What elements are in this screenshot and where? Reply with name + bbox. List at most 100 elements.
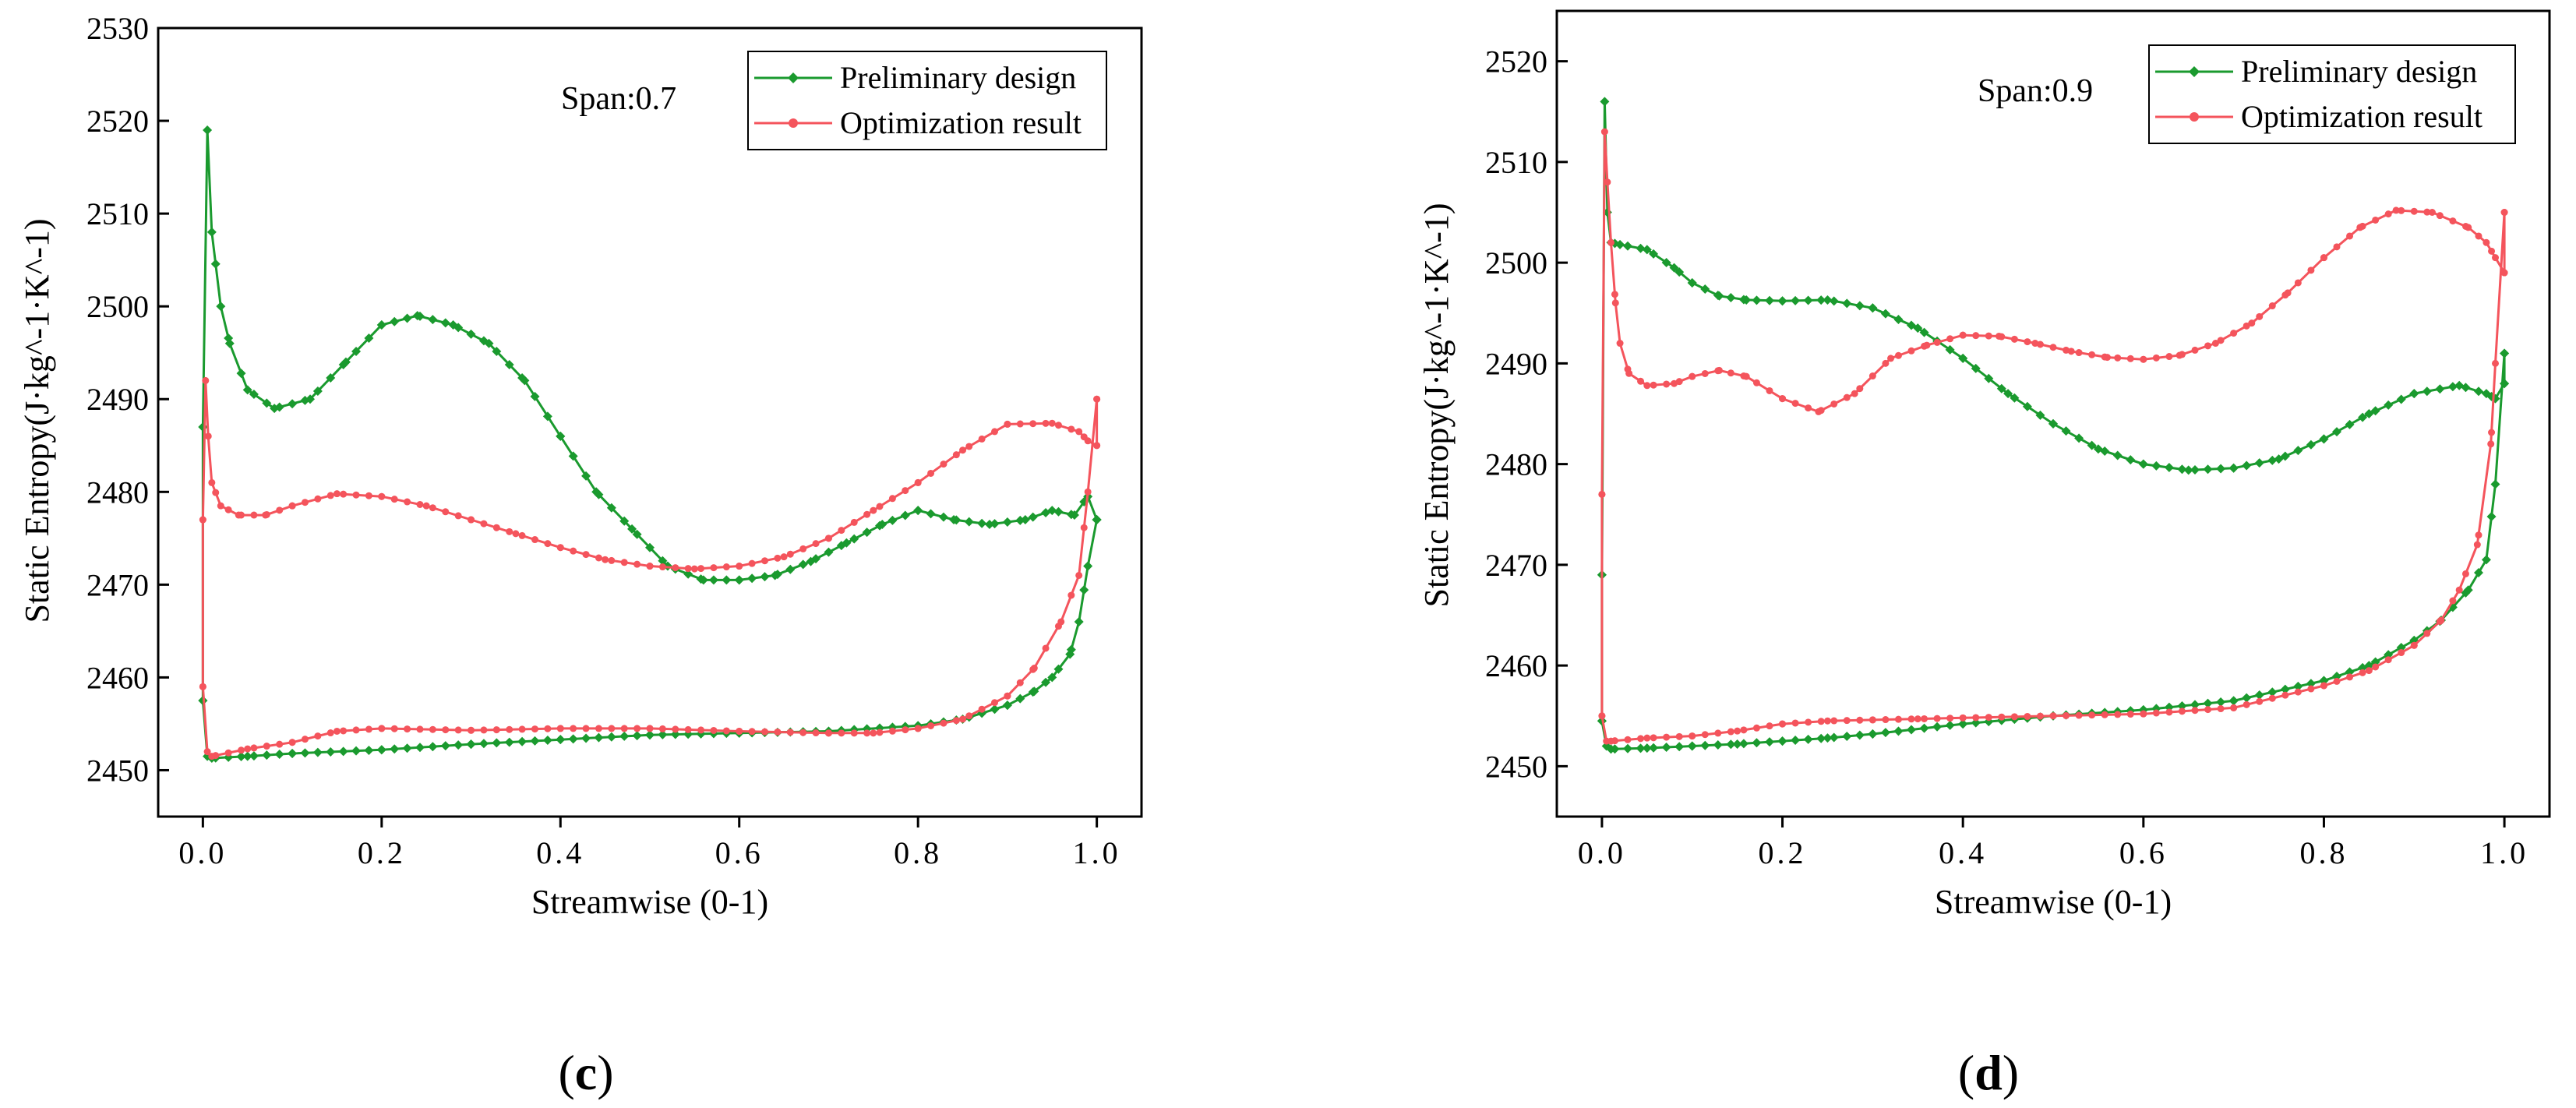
data-point xyxy=(1047,506,1057,516)
x-tick-label: 0.6 xyxy=(715,835,764,870)
data-point xyxy=(365,725,372,733)
data-point xyxy=(748,559,756,567)
legend-label: Optimization result xyxy=(840,105,1082,140)
data-point xyxy=(1913,323,1923,333)
data-point xyxy=(300,395,310,405)
data-point xyxy=(658,556,668,566)
data-point xyxy=(1669,263,1679,273)
data-point xyxy=(262,398,272,408)
data-point xyxy=(530,736,540,746)
data-point xyxy=(1791,719,1799,727)
data-point xyxy=(2228,463,2239,473)
data-point xyxy=(2359,669,2366,676)
data-point xyxy=(263,743,270,750)
data-point xyxy=(1923,341,1931,349)
y-tick-label: 2510 xyxy=(86,196,149,231)
x-tick-label: 1.0 xyxy=(2480,835,2528,870)
data-point xyxy=(1972,714,1980,722)
data-point xyxy=(863,510,871,518)
data-point xyxy=(314,495,322,503)
data-point xyxy=(326,373,336,383)
chart-panel-c: 2450 2460 2470 2480 2490 2500 2510 2520 2530 0.0 0… xyxy=(18,11,1143,1100)
data-point xyxy=(606,503,616,513)
data-point xyxy=(333,490,341,498)
data-point xyxy=(863,729,871,737)
data-point xyxy=(1959,331,1967,339)
data-point xyxy=(2175,351,2183,359)
data-point xyxy=(1893,726,1904,736)
data-point xyxy=(1015,693,1025,704)
y-tick-label: 2490 xyxy=(1485,346,1547,381)
data-point xyxy=(619,516,630,526)
data-point xyxy=(1650,734,1657,742)
data-point xyxy=(633,560,641,568)
data-point xyxy=(2267,455,2278,465)
data-point xyxy=(1637,735,1645,743)
data-point xyxy=(1623,743,1632,753)
data-point xyxy=(504,360,514,370)
data-point xyxy=(2372,216,2380,224)
legend-marker-circle xyxy=(2190,112,2199,122)
data-point xyxy=(1701,731,1709,739)
data-point xyxy=(2474,386,2483,397)
data-point xyxy=(2475,232,2482,240)
data-point xyxy=(1714,729,1722,737)
plot-frame xyxy=(1555,9,2551,818)
data-point xyxy=(312,386,323,397)
data-point xyxy=(1946,715,1954,722)
data-point xyxy=(1643,382,1651,390)
data-point xyxy=(1984,373,1994,383)
data-point xyxy=(2345,667,2355,677)
data-point xyxy=(870,506,877,514)
x-tick-label: 0.0 xyxy=(1578,835,1626,870)
data-point xyxy=(250,511,258,519)
data-point xyxy=(235,511,242,519)
data-point xyxy=(710,726,718,734)
data-point xyxy=(1945,344,1955,355)
data-point xyxy=(582,551,590,559)
data-point xyxy=(1084,488,1092,496)
data-point xyxy=(1054,422,1062,429)
data-point xyxy=(722,727,730,735)
data-point xyxy=(340,490,348,498)
data-point xyxy=(492,524,500,531)
data-point xyxy=(1029,686,1039,697)
data-point xyxy=(1083,561,1093,571)
data-point xyxy=(428,315,438,325)
data-point xyxy=(1894,351,1902,359)
data-point xyxy=(1606,744,1616,754)
x-tick-label: 1.0 xyxy=(1073,835,1121,870)
data-point xyxy=(2332,427,2341,437)
data-point xyxy=(1611,299,1619,307)
data-point xyxy=(314,732,322,740)
data-point xyxy=(2437,616,2445,624)
data-point xyxy=(1727,728,1734,736)
data-point xyxy=(442,726,450,734)
data-point xyxy=(378,492,386,500)
data-point xyxy=(672,725,679,733)
y-tick-label: 2480 xyxy=(86,475,149,510)
data-point xyxy=(404,725,411,733)
data-point xyxy=(2435,384,2445,394)
data-point xyxy=(2203,698,2213,708)
y-tick-label: 2450 xyxy=(1485,749,1547,784)
data-point xyxy=(582,725,590,732)
span-annotation: Span:0.9 xyxy=(1978,73,2093,109)
data-point xyxy=(544,540,552,548)
data-point xyxy=(1996,383,2006,393)
data-point xyxy=(390,744,400,754)
data-point xyxy=(2410,207,2418,215)
data-point xyxy=(312,747,323,757)
data-point xyxy=(991,699,999,707)
data-point xyxy=(2306,679,2316,689)
data-point xyxy=(1829,296,1839,306)
data-point xyxy=(949,515,959,525)
data-point xyxy=(416,725,424,733)
data-point xyxy=(288,749,298,759)
data-point xyxy=(2454,380,2465,390)
data-point xyxy=(1674,742,1685,752)
data-point xyxy=(734,575,744,585)
data-point xyxy=(224,506,232,513)
data-point xyxy=(1945,720,1955,730)
